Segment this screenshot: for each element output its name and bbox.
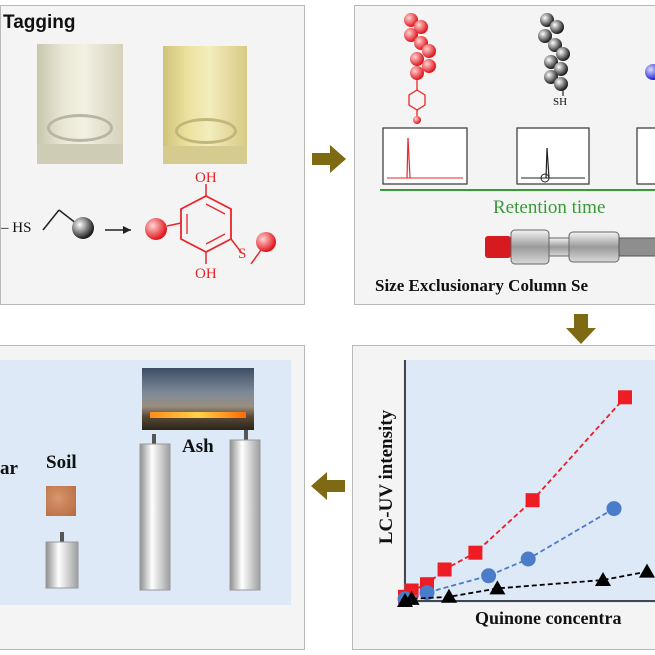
series-2-line [404, 507, 615, 600]
tagging-title: Tagging [3, 12, 76, 33]
arrow-left-icon [311, 472, 345, 500]
series-1-point [468, 545, 483, 560]
tagging-reaction-scheme [42, 184, 276, 265]
sec-panel: SH Retention time Size Exclusionary Colu… [354, 5, 655, 305]
series-3-point [489, 580, 506, 595]
hydroxyl-bottom-label: OH [195, 266, 217, 282]
series-1-point [437, 562, 452, 577]
tagged-polymer-chain [404, 13, 436, 124]
molecule-illustrations [404, 13, 655, 124]
soil-photo [46, 486, 76, 516]
soil-label: Soil [46, 452, 77, 473]
series-2-point [520, 551, 536, 567]
calibration-chart [397, 360, 655, 607]
arrow-right-icon [312, 145, 346, 173]
ash-photo [142, 368, 254, 430]
cuvette-photo-before [37, 44, 123, 164]
reagent-label: – HS [1, 220, 32, 236]
series-3-point [639, 563, 655, 578]
arrow-down-icon [566, 314, 596, 344]
samples-panel: ar Soil Ash [0, 345, 305, 650]
column-title: Size Exclusionary Column Se [375, 276, 588, 295]
series-3-point [441, 588, 457, 603]
retention-time-label: Retention time [493, 197, 606, 218]
probe-sphere [72, 217, 94, 239]
tag-sphere [145, 218, 167, 240]
char-label: ar [0, 458, 18, 479]
series-2-point [606, 501, 622, 517]
series-2-point [419, 585, 435, 601]
series-1-point [525, 493, 540, 508]
chromatogram-strip [380, 127, 655, 191]
ash-label: Ash [182, 436, 214, 457]
tagging-panel: Tagging – HS OH OH S [0, 5, 305, 305]
series-1-point [618, 390, 632, 405]
calibration-panel: LC-UV intensity Quinone concentra [352, 345, 655, 650]
cuvette-photo-after [163, 46, 247, 164]
sample-vials [45, 430, 261, 591]
series-3-line [404, 570, 648, 602]
series-3-point [595, 572, 611, 586]
series-3-point [403, 590, 420, 605]
blue-sphere [645, 64, 655, 80]
chart-x-label: Quinone concentra [475, 608, 622, 628]
thiol-polymer-chain [538, 13, 570, 96]
series-2-point [481, 568, 497, 584]
thiol-label: SH [553, 96, 568, 108]
sec-column-illustration [485, 229, 655, 265]
hydroxyl-top-label: OH [195, 170, 217, 186]
sulfur-label: S [238, 246, 247, 262]
